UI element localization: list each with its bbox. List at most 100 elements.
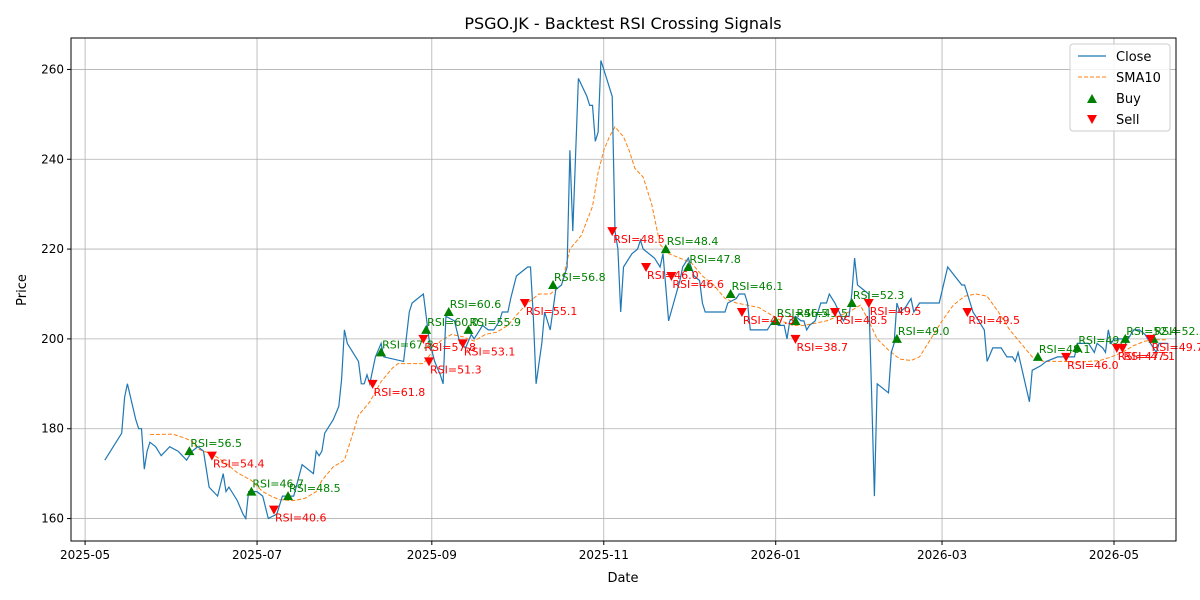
buy-marker [463,324,474,334]
x-tick-label: 2025-05 [60,548,110,562]
y-tick-label: 240 [41,152,64,166]
x-tick-label: 2026-03 [917,548,967,562]
sell-rsi-label: RSI=38.7 [796,341,848,354]
sma10-series [149,126,1168,502]
sell-marker [1145,334,1156,344]
x-tick-label: 2025-11 [579,548,629,562]
sell-marker [457,339,468,349]
buy-rsi-label: RSI=55.9 [469,316,521,329]
sell-marker [962,307,973,317]
sell-marker [790,334,801,344]
legend-buy-marker [1087,94,1097,103]
buy-signals: RSI=56.5RSI=46.7RSI=48.5RSI=67.8RSI=60.0… [184,235,1200,501]
legend-sell-marker [1087,115,1097,124]
sell-marker [268,505,279,515]
buy-rsi-label: RSI=56.8 [554,271,606,284]
buy-marker [660,244,671,254]
buy-rsi-label: RSI=52.3 [853,289,905,302]
sell-marker [863,298,874,308]
buy-marker [790,315,801,325]
sell-rsi-label: RSI=53.1 [464,345,516,358]
sell-rsi-label: RSI=47.5 [1118,350,1170,363]
buy-rsi-label: RSI=67.8 [382,338,434,351]
y-tick-label: 180 [41,422,64,436]
sma10-line [149,126,1168,502]
sell-marker [206,451,217,461]
x-tick-label: 2026-01 [751,548,801,562]
sell-marker [418,334,429,344]
buy-rsi-label: RSI=60.0 [427,316,479,329]
buy-rsi-label: RSI=52.3 [1154,325,1200,338]
sell-marker [736,307,747,317]
sell-rsi-label: RSI=54.4 [213,458,265,471]
buy-marker [184,446,195,456]
buy-marker [891,333,902,343]
buy-marker [246,486,257,496]
buy-rsi-label: RSI=52.4 [1126,325,1178,338]
y-tick-label: 200 [41,332,64,346]
sell-marker [829,307,840,317]
buy-rsi-label: RSI=48.4 [667,235,719,248]
sell-rsi-label: RSI=47.1 [1123,350,1175,363]
legend-close-label: Close [1116,50,1151,65]
close-series [104,60,1168,521]
sell-rsi-label: RSI=48.5 [613,233,665,246]
sell-rsi-label: RSI=46.0 [1067,359,1119,372]
y-axis-label: Price [15,274,30,306]
x-axis-label: Date [607,571,638,586]
sell-rsi-label: RSI=40.6 [275,512,327,525]
buy-rsi-label: RSI=56.5 [190,437,242,450]
y-tick-label: 160 [41,512,64,526]
sell-rsi-label: RSI=61.8 [374,386,426,399]
buy-rsi-label: RSI=60.6 [450,298,502,311]
y-tick-label: 260 [41,62,64,76]
legend: Close SMA10 Buy Sell [1069,43,1171,132]
buy-rsi-label: RSI=49.0 [898,325,950,338]
sell-rsi-label: RSI=46.6 [672,278,724,291]
buy-rsi-label: RSI=49.7 [1078,334,1130,347]
legend-buy-label: Buy [1116,92,1141,107]
buy-marker [683,262,694,272]
buy-marker [725,288,736,298]
sell-rsi-label: RSI=49.5 [968,314,1020,327]
buy-marker [283,491,294,501]
buy-marker [1120,333,1131,343]
buy-marker [770,315,781,325]
buy-rsi-label: RSI=46.1 [732,280,784,293]
buy-rsi-label: RSI=48.5 [289,482,341,495]
legend-sell-label: Sell [1116,113,1139,128]
y-axis-ticks: 160 180 200 220 240 260 [41,62,71,526]
sell-rsi-label: RSI=49.5 [870,305,922,318]
sell-marker [1117,343,1128,353]
sell-marker [519,298,530,308]
sell-marker [607,227,618,237]
legend-sma10-label: SMA10 [1116,71,1161,86]
buy-marker [421,324,432,334]
sell-rsi-label: RSI=51.3 [430,363,482,376]
x-tick-label: 2025-07 [232,548,282,562]
chart-title: PSGO.JK - Backtest RSI Crossing Signals [464,14,781,33]
sell-rsi-label: RSI=48.5 [836,314,888,327]
y-tick-label: 220 [41,242,64,256]
close-line [104,60,1168,521]
buy-rsi-label: RSI=47.8 [689,253,741,266]
buy-rsi-label: RSI=46.7 [252,478,304,491]
buy-marker [376,347,387,357]
sell-marker [367,379,378,389]
plot-frame [70,37,1177,542]
sell-marker [1061,352,1072,362]
buy-marker [1072,342,1083,352]
buy-rsi-label: RSI=46.5 [777,307,829,320]
legend-box [1069,43,1171,132]
plot-area [71,38,1176,541]
buy-marker [1032,351,1043,361]
sell-marker [666,272,677,282]
sell-rsi-label: RSI=55.1 [526,305,578,318]
buy-marker [443,306,454,316]
buy-marker [846,297,857,307]
x-tick-label: 2025-09 [407,548,457,562]
sell-marker [641,263,652,273]
sell-rsi-label: RSI=47.3 [743,314,795,327]
grid [71,38,1176,541]
